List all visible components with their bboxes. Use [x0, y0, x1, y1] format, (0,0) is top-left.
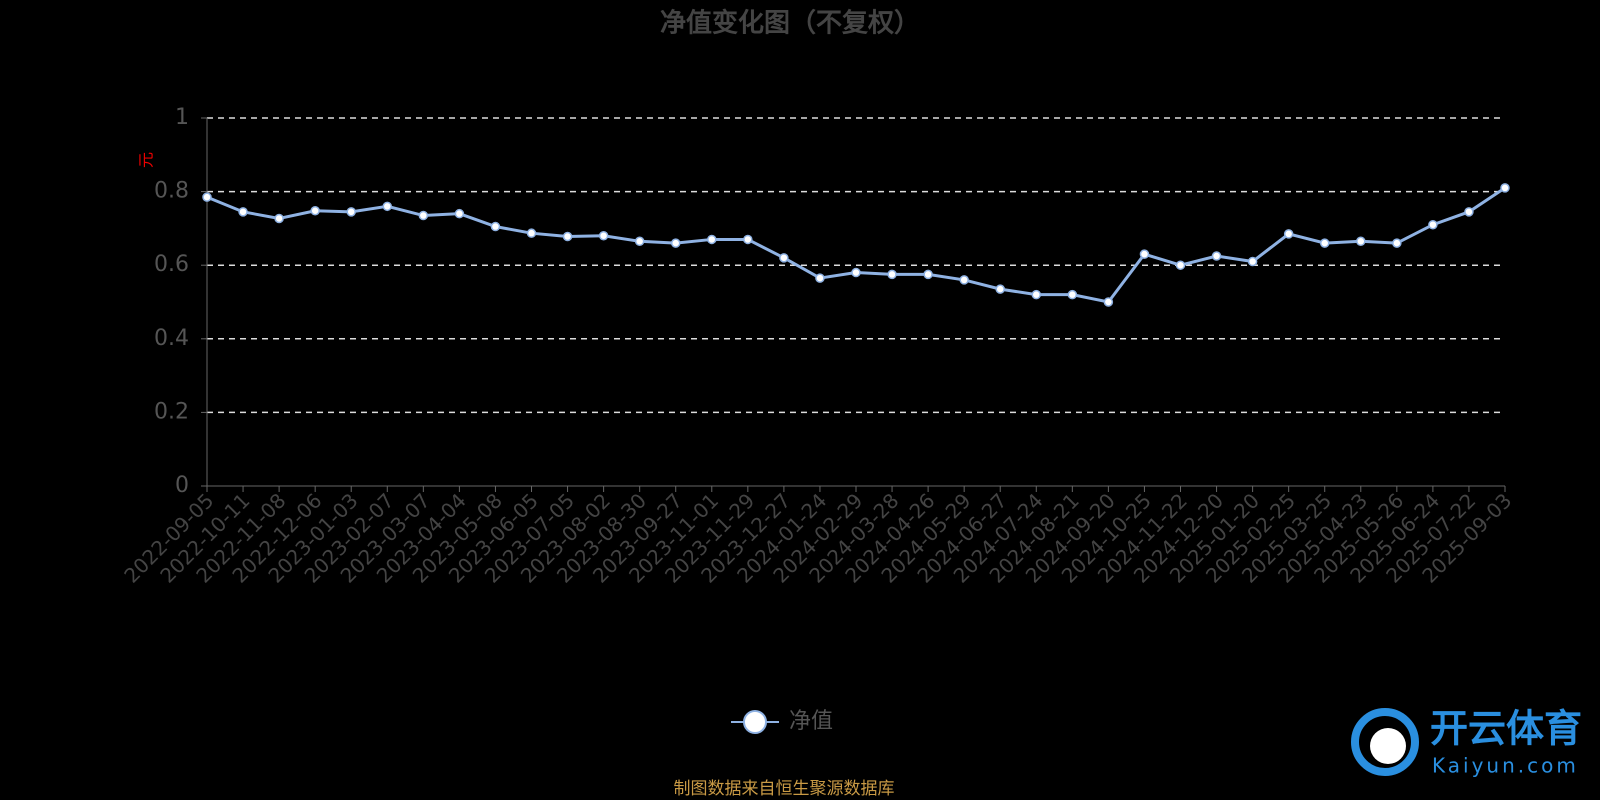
legend-marker [743, 710, 767, 734]
point [1103, 297, 1114, 307]
series-line [206, 186, 1506, 304]
point [1428, 219, 1438, 230]
y-tick-label: 0.4 [154, 326, 189, 351]
point [202, 192, 212, 202]
y-tick-label: 0.2 [154, 399, 189, 424]
point [743, 234, 753, 245]
y-tick-label: 1 [175, 105, 189, 130]
point [634, 236, 645, 247]
point [707, 234, 717, 245]
point [887, 269, 897, 280]
point [1139, 249, 1150, 259]
point [1247, 256, 1258, 267]
point [851, 267, 861, 278]
watermark-name: 开云体育 [1430, 707, 1582, 751]
y-tick-label: 0.6 [154, 252, 189, 277]
point [346, 207, 356, 217]
point [274, 213, 284, 224]
point [1031, 289, 1042, 300]
logo-ring [1351, 708, 1419, 776]
point [598, 231, 609, 241]
point [1356, 236, 1366, 247]
point [490, 221, 501, 232]
point [1067, 289, 1078, 300]
chart-title: 净值变化图（不复权） [660, 8, 920, 39]
point [310, 205, 320, 216]
logo-ball [1370, 728, 1406, 764]
point [238, 207, 248, 217]
y-tick-label: 0 [175, 473, 189, 498]
point [1500, 183, 1510, 193]
point [1319, 238, 1330, 248]
point [1464, 207, 1474, 217]
y-tick-label: 0.8 [154, 179, 189, 204]
source-note: 制图数据来自恒生聚源数据库 [674, 779, 895, 799]
point [670, 238, 681, 248]
point [1283, 229, 1294, 239]
watermark-url: Kaiyun.com [1432, 754, 1579, 778]
watermark: 开云体育 Kaiyun.com [1351, 707, 1582, 778]
y-axis-label: 元 [137, 152, 156, 168]
point [779, 253, 789, 263]
point [526, 228, 537, 238]
point [995, 284, 1005, 294]
point [815, 273, 825, 283]
point [959, 275, 969, 285]
point [923, 269, 933, 280]
legend-label: 净值 [789, 709, 833, 734]
point [1211, 251, 1222, 261]
point [418, 210, 429, 221]
point [454, 208, 465, 219]
point [562, 231, 573, 242]
point [1392, 238, 1402, 248]
point [382, 201, 393, 212]
point [1175, 260, 1186, 270]
